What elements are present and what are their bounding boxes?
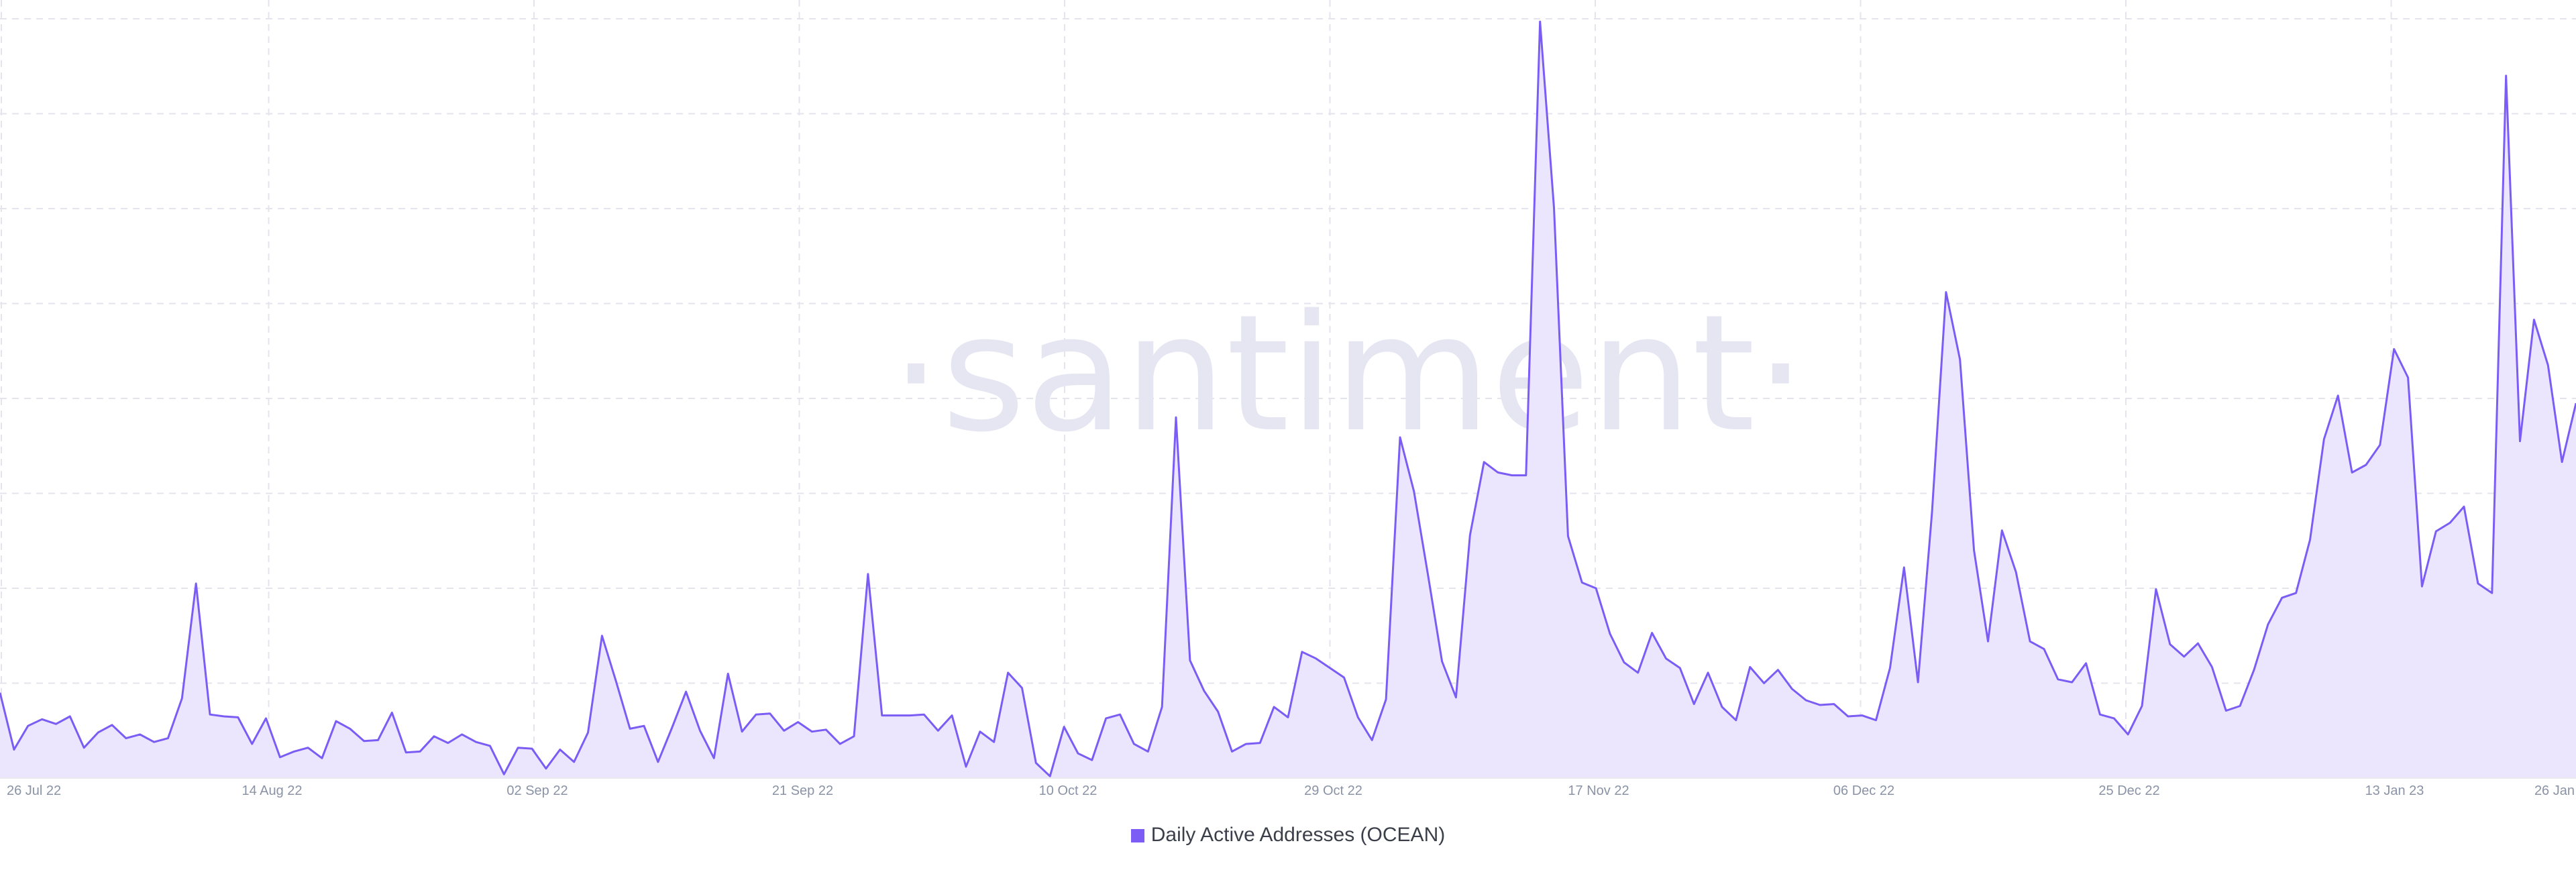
- x-tick-label: 06 Dec 22: [1833, 783, 1894, 798]
- x-tick-label: 25 Dec 22: [2098, 783, 2159, 798]
- series-line[interactable]: [0, 20, 2576, 777]
- x-axis-ticks: 26 Jul 22 14 Aug 22 02 Sep 22 21 Sep 22 10 O…: [7, 783, 2575, 798]
- x-tick-label: 10 Oct 22: [1039, 783, 1097, 798]
- grid: [0, 0, 2576, 779]
- x-tick-label: 13 Jan 23: [2365, 783, 2424, 798]
- legend-label: Daily Active Addresses (OCEAN): [1150, 824, 1446, 846]
- x-tick-label: 29 Oct 22: [1304, 783, 1362, 798]
- x-tick-label: 17 Nov 22: [1568, 783, 1629, 798]
- x-tick-label: 14 Aug 22: [241, 783, 302, 798]
- legend-swatch-square-icon: [1130, 829, 1144, 842]
- legend[interactable]: Daily Active Addresses (OCEAN): [0, 824, 2576, 847]
- x-tick-label: 21 Sep 22: [772, 783, 833, 798]
- santiment-watermark: ·santiment·: [890, 280, 1806, 468]
- x-tick-label: 26 Jul 22: [7, 783, 61, 798]
- x-tick-label: 02 Sep 22: [506, 783, 568, 798]
- area-fill: [0, 21, 2576, 779]
- x-tick-label: 26 Jan: [2534, 783, 2575, 798]
